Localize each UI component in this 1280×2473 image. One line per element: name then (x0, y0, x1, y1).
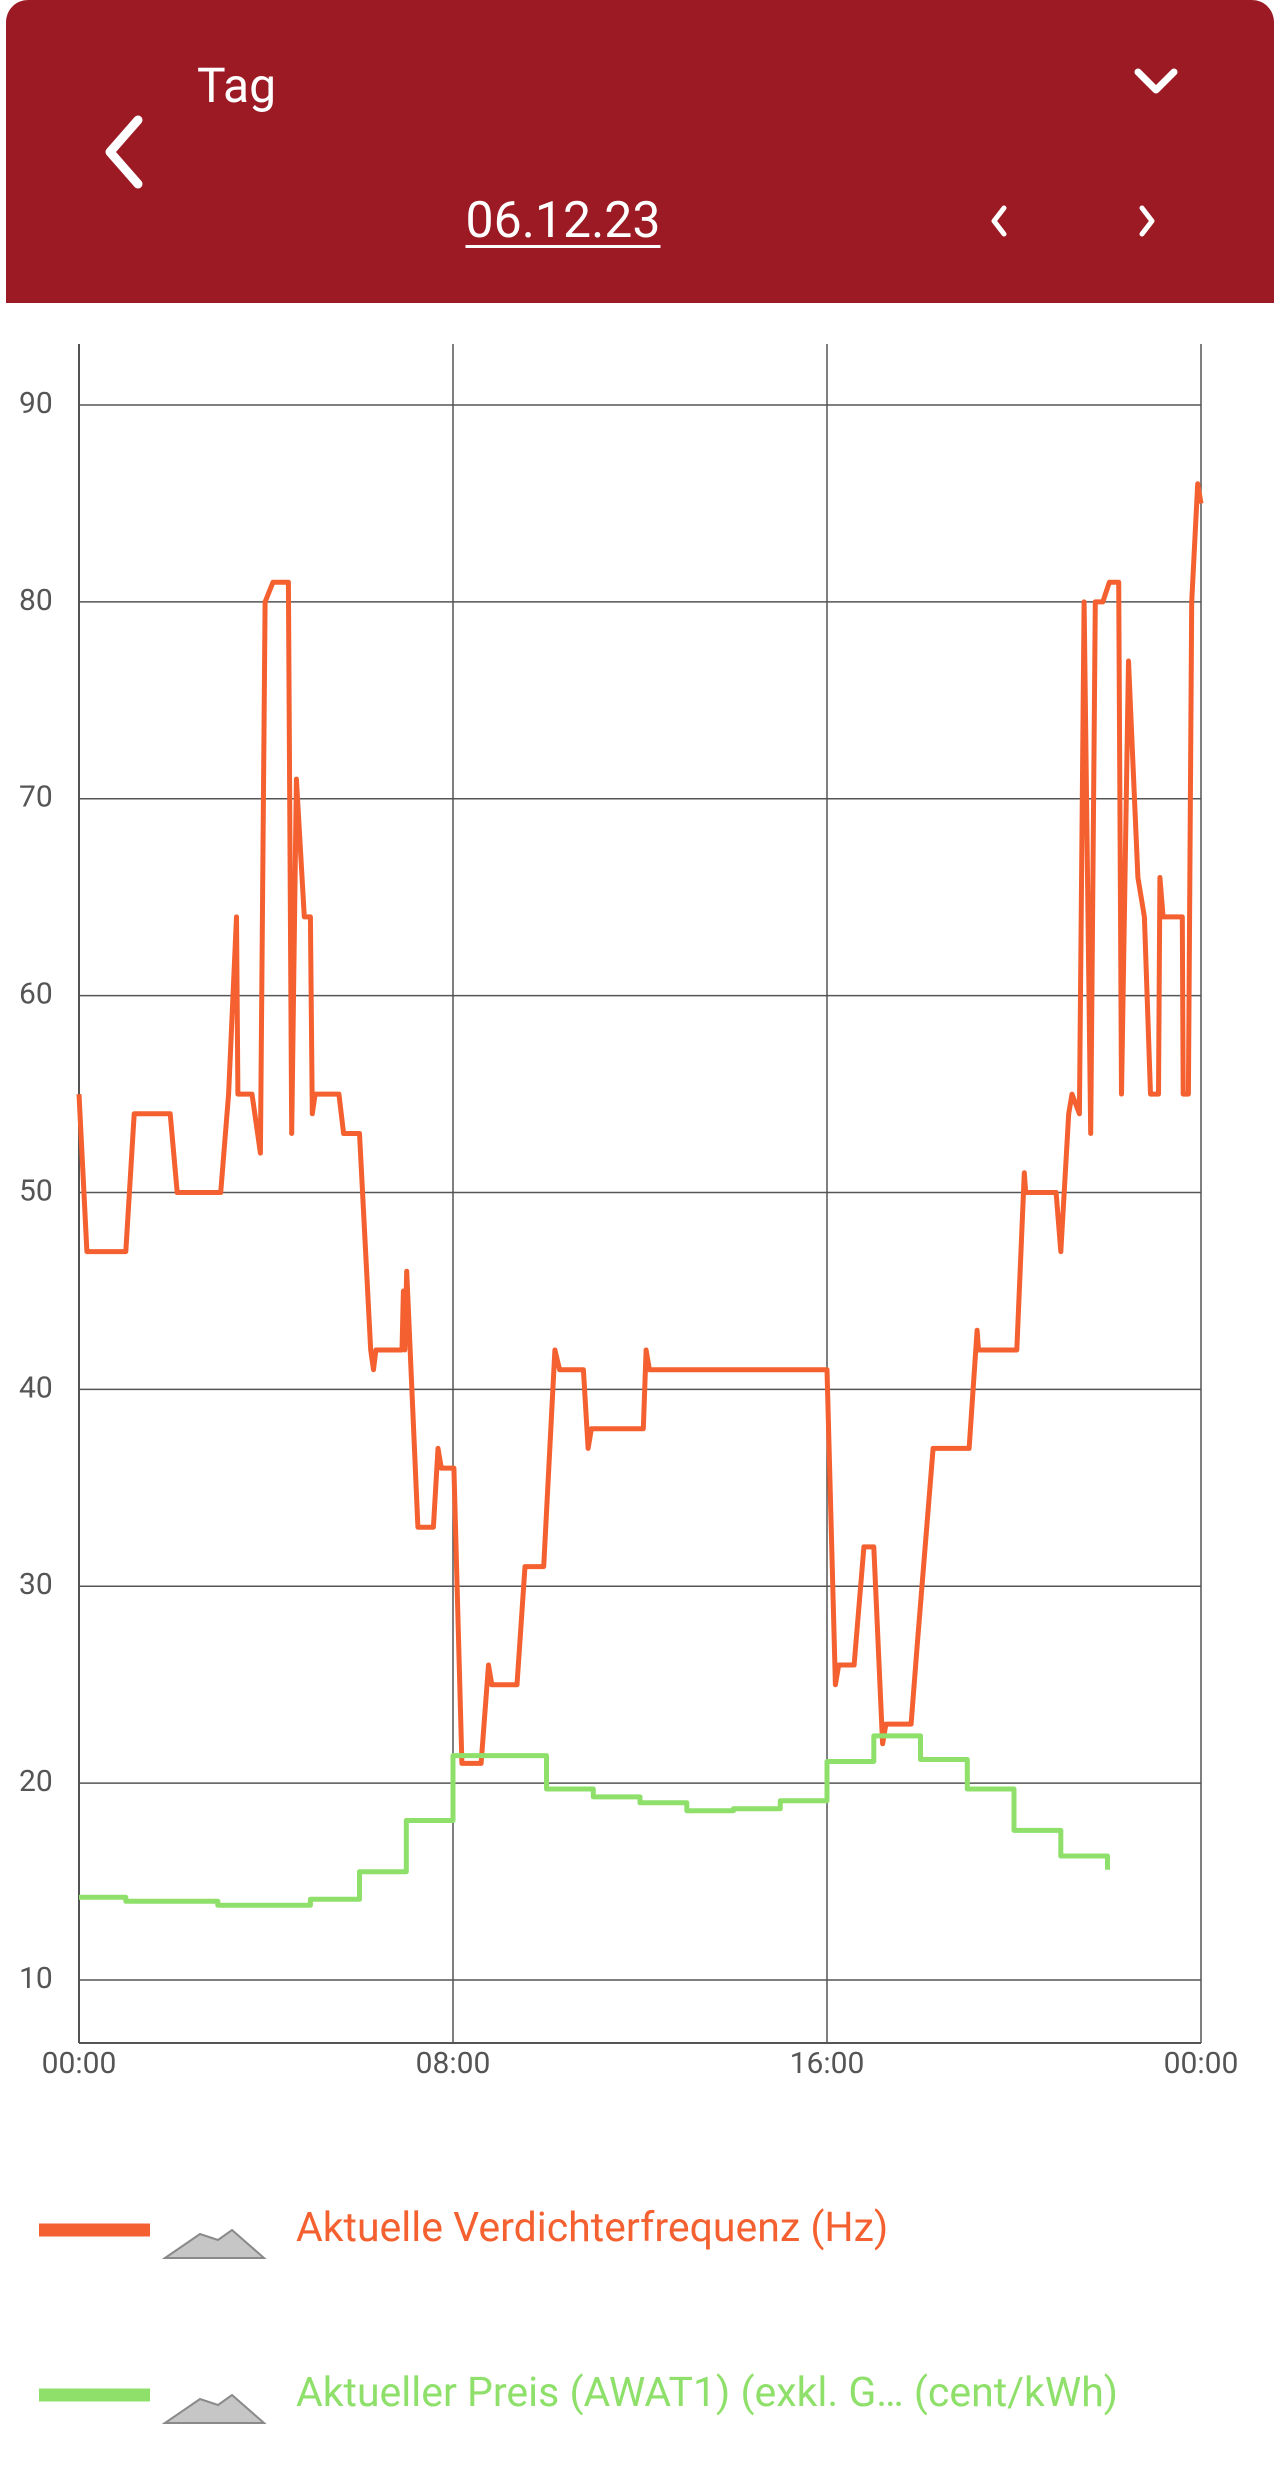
legend-label: Aktuelle Verdichterfrequenz (Hz) (296, 2204, 888, 2252)
y-tick-label: 10 (19, 1961, 53, 1996)
series-line (79, 1733, 1110, 1908)
y-tick-label: 80 (19, 583, 53, 618)
period-selector[interactable]: Tag (197, 57, 277, 114)
header-bar: Tag 06.12.23 (6, 0, 1274, 303)
y-tick-label: 20 (19, 1764, 53, 1799)
x-tick-label: 16:00 (790, 2046, 865, 2081)
legend-area-icon[interactable] (161, 2228, 267, 2259)
date-label[interactable]: 06.12.23 (465, 192, 661, 250)
next-day-button[interactable] (1139, 205, 1155, 237)
previous-day-button[interactable] (991, 205, 1007, 237)
x-tick-label: 00:00 (1164, 2046, 1239, 2081)
y-tick-label: 70 (19, 780, 53, 815)
x-tick-label: 00:00 (42, 2046, 117, 2081)
chart: 10 20 30 40 50 60 70 80 90 00:00 08:00 16:00 00:00 Ak… (19, 344, 1239, 2424)
y-tick-label: 90 (19, 386, 53, 421)
legend-label: Aktueller Preis (AWAT1) (exkl. G… (cent/… (296, 2369, 1118, 2417)
y-tick-label: 30 (19, 1567, 53, 1602)
series-line (76, 481, 1204, 1766)
header-icons (105, 68, 1178, 237)
expand-button[interactable] (1134, 68, 1178, 94)
y-tick-label: 50 (19, 1173, 53, 1208)
y-tick-label: 40 (19, 1370, 53, 1405)
back-button[interactable] (105, 115, 143, 189)
x-tick-label: 08:00 (416, 2046, 491, 2081)
legend-area-icon[interactable] (161, 2393, 267, 2424)
y-tick-label: 60 (19, 977, 53, 1012)
